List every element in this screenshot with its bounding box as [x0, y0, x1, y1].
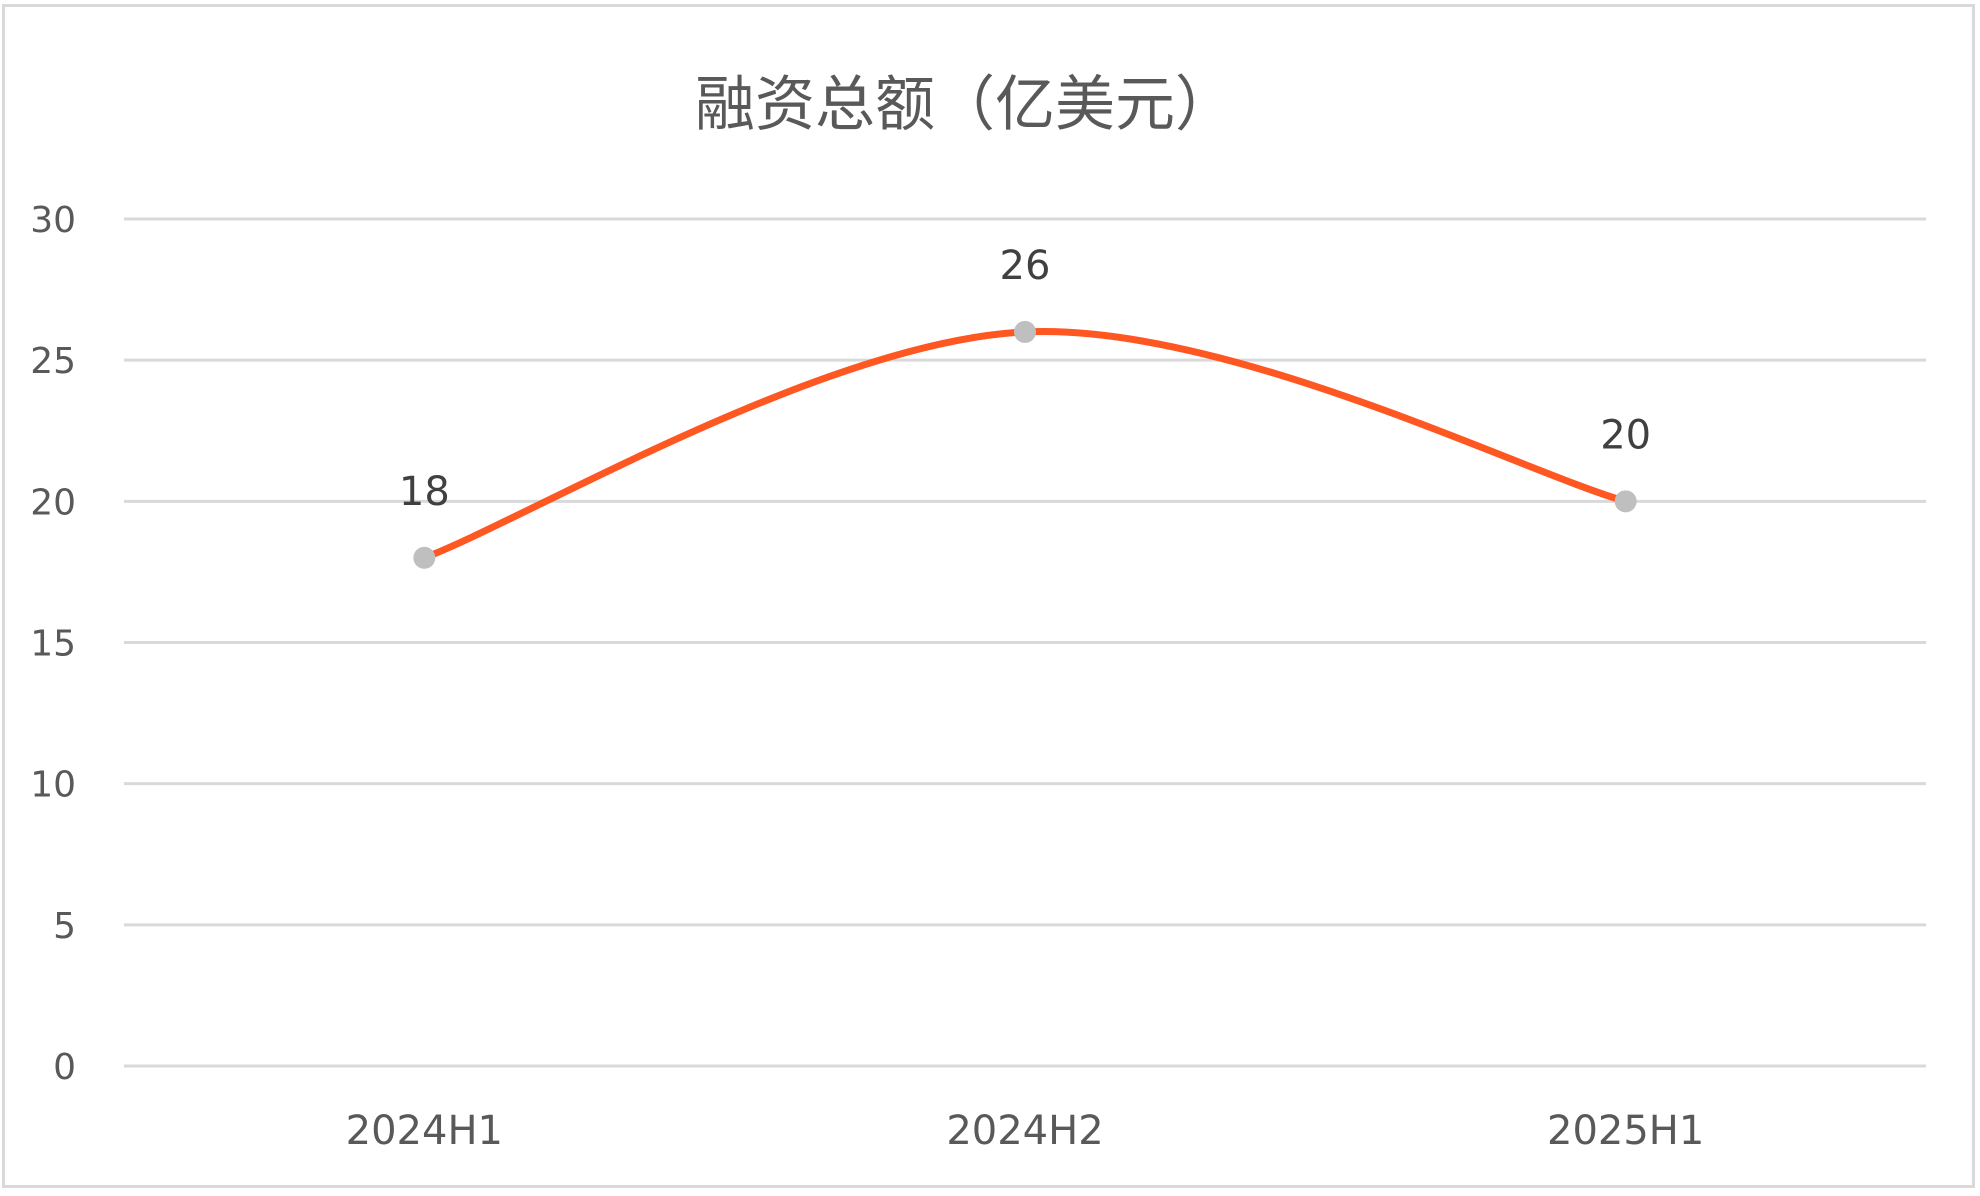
x-tick-label: 2024H2	[946, 1108, 1103, 1154]
y-tick-label: 10	[30, 765, 76, 806]
x-tick-label: 2024H1	[346, 1108, 503, 1154]
markers	[413, 320, 1637, 569]
y-tick-label: 30	[30, 200, 76, 241]
chart-title: 融资总额（亿美元）	[695, 70, 1235, 140]
gridlines	[124, 217, 1926, 1068]
y-tick-label: 25	[30, 341, 76, 382]
series-line	[420, 328, 1630, 562]
y-axis: 0 5 10 15 20 25 30	[30, 200, 76, 1088]
data-point	[1614, 490, 1637, 513]
x-tick-label: 2025H1	[1547, 1108, 1704, 1154]
data-label: 26	[1000, 243, 1051, 289]
y-tick-label: 20	[30, 482, 76, 523]
data-point	[1014, 320, 1036, 343]
data-label: 20	[1600, 412, 1651, 458]
series-line-group	[420, 328, 1630, 562]
data-labels: 18 26 20	[399, 243, 1651, 515]
y-tick-label: 0	[53, 1047, 76, 1088]
data-label: 18	[399, 469, 450, 515]
y-tick-label: 5	[53, 906, 76, 947]
chart-frame	[2, 4, 1975, 1188]
y-tick-label: 15	[30, 624, 76, 665]
data-point	[413, 546, 436, 569]
x-axis: 2024H1 2024H2 2025H1	[346, 1108, 1705, 1154]
